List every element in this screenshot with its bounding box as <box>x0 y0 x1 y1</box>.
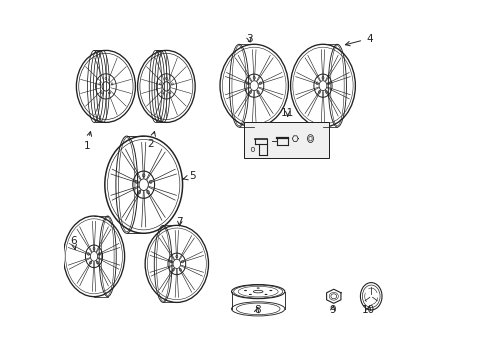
Text: 6: 6 <box>70 236 77 249</box>
Text: 11: 11 <box>281 108 294 118</box>
Text: 7: 7 <box>176 217 183 228</box>
Text: 5: 5 <box>183 171 195 181</box>
Text: 9: 9 <box>329 305 335 315</box>
Text: 4: 4 <box>345 33 372 46</box>
Text: 10: 10 <box>362 305 374 315</box>
Text: 1: 1 <box>83 131 91 151</box>
Bar <box>244 122 328 158</box>
Text: 8: 8 <box>253 305 260 315</box>
Text: 2: 2 <box>147 131 155 149</box>
Text: 3: 3 <box>245 33 252 44</box>
